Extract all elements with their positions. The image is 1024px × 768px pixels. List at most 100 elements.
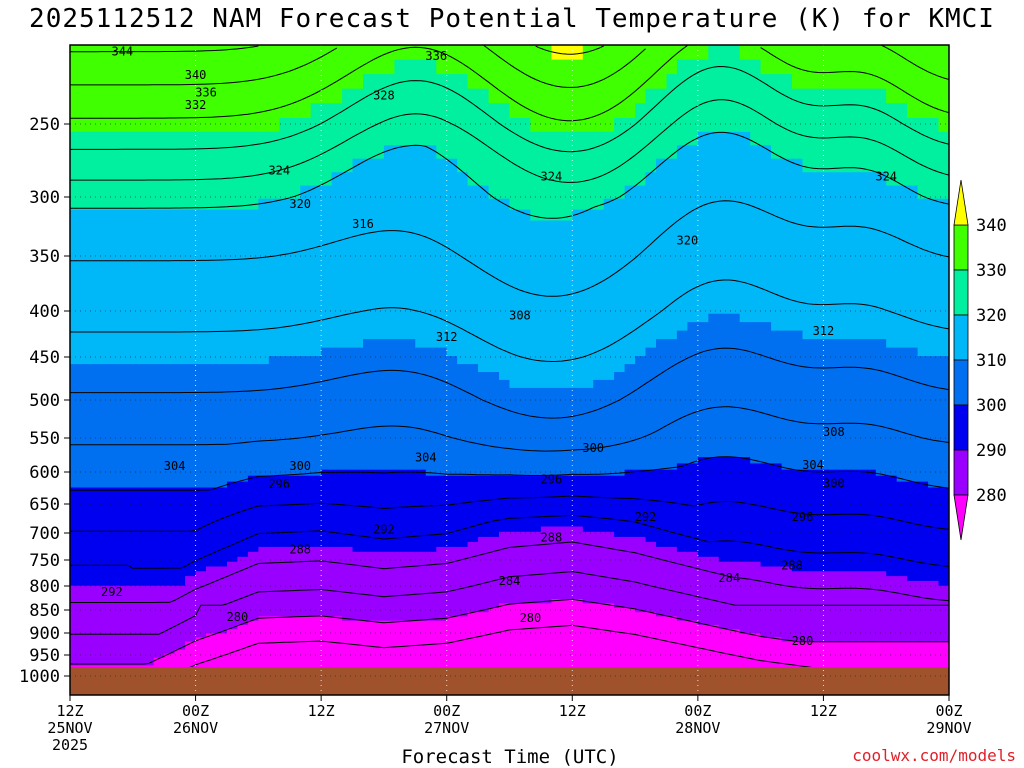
- contour-304: [70, 406, 949, 452]
- contour-label-20: 296: [541, 473, 563, 487]
- contour-328: [70, 65, 949, 153]
- x-tick-label-12-1: 00Z: [182, 702, 209, 720]
- contour-308: [70, 347, 949, 419]
- y-tick-label-450: 450: [29, 348, 60, 368]
- x-tick-label-0-3: 2025: [52, 736, 88, 754]
- contour-label-12: 312: [436, 330, 458, 344]
- x-tick-label-0-1: 12Z: [56, 702, 83, 720]
- contour-296: [70, 495, 949, 532]
- contour-276: [174, 624, 908, 677]
- y-tick-label-850: 850: [29, 601, 60, 621]
- colorbar-label-280: 280: [976, 486, 1007, 506]
- x-tick-label-24-1: 12Z: [308, 702, 335, 720]
- contour-label-15: 304: [164, 459, 186, 473]
- y-tick-label-400: 400: [29, 302, 60, 322]
- contour-label-32: 292: [101, 585, 123, 599]
- y-tick-label-250: 250: [29, 115, 60, 135]
- y-tick-label-500: 500: [29, 391, 60, 411]
- contour-label-31: 284: [718, 571, 740, 585]
- y-tick-label-900: 900: [29, 624, 60, 644]
- chart-title: 2025112512 NAM Forecast Potential Temper…: [29, 4, 995, 34]
- contour-label-11: 320: [677, 234, 699, 248]
- colorbar-label-320: 320: [976, 306, 1007, 326]
- colorbar-label-330: 330: [976, 261, 1007, 281]
- contour-label-24: 308: [823, 425, 845, 439]
- x-tick-label-36-1: 00Z: [433, 702, 460, 720]
- y-axis: 250 300 350 400 450 500 550 600 650 700 750 800 850 9…: [19, 115, 70, 687]
- contour-label-28: 288: [541, 530, 563, 544]
- y-tick-label-800: 800: [29, 577, 60, 597]
- y-tick-label-950: 950: [29, 646, 60, 666]
- contour-label-5: 328: [373, 89, 395, 103]
- contour-316: [70, 200, 949, 297]
- y-tick-label-550: 550: [29, 429, 60, 449]
- x-tick-label-0-2: 25NOV: [47, 719, 92, 737]
- contour-label-16: 304: [415, 451, 437, 465]
- colorbar-band-330: [953, 224, 969, 271]
- contour-label-23: 304: [802, 458, 824, 472]
- colorbar-band-280: [953, 449, 969, 496]
- contour-336: [70, 45, 949, 88]
- contour-324: [70, 99, 949, 183]
- contour-label-10: 324: [875, 170, 897, 184]
- x-tick-label-12-2: 26NOV: [173, 719, 218, 737]
- y-tick-label-650: 650: [29, 495, 60, 515]
- contour-label-3: 332: [185, 98, 207, 112]
- x-tick-label-36-2: 27NOV: [424, 719, 469, 737]
- colorbar-legend: 340 330 320 310 300 290 280: [953, 179, 1007, 541]
- contour-label-21: 292: [373, 523, 395, 537]
- contour-label-2: 336: [195, 85, 217, 99]
- colorbar-extend-top: [953, 179, 969, 226]
- contour-label-8: 316: [352, 217, 374, 231]
- contour-label-14: 312: [813, 324, 835, 338]
- colorbar-extend-bottom: [953, 494, 969, 541]
- contour-320: [70, 131, 949, 219]
- colorbar-label-310: 310: [976, 351, 1007, 371]
- colorbar-band-310: [953, 314, 969, 361]
- contour-label-0: 344: [111, 44, 133, 58]
- contour-label-9: 324: [541, 170, 563, 184]
- contour-lines: [70, 45, 949, 677]
- colorbar-band-320: [953, 269, 969, 316]
- contour-label-13: 308: [509, 309, 531, 323]
- contour-label-4: 336: [425, 49, 447, 63]
- contour-label-27: 288: [289, 543, 311, 557]
- contour-label-35: 280: [792, 634, 814, 648]
- potential-temperature-field: [70, 45, 949, 695]
- contour-280: [70, 598, 949, 665]
- contour-292: [70, 514, 949, 569]
- colorbar-label-340: 340: [976, 216, 1007, 236]
- contour-label-29: 288: [781, 559, 803, 573]
- y-tick-label-700: 700: [29, 524, 60, 544]
- ground-surface: [70, 667, 949, 695]
- contour-288: [70, 541, 949, 603]
- contour-label-17: 300: [289, 459, 311, 473]
- contour-label-1: 340: [185, 68, 207, 82]
- contour-label-33: 280: [227, 610, 249, 624]
- plot-frame: [69, 44, 950, 696]
- contour-300: [70, 456, 949, 491]
- y-tick-label-350: 350: [29, 247, 60, 267]
- contour-label-34: 280: [520, 611, 542, 625]
- x-tick-label-84-2: 29NOV: [926, 719, 971, 737]
- y-tick-label-750: 750: [29, 551, 60, 571]
- y-tick-label-300: 300: [29, 188, 60, 208]
- contour-332: [70, 45, 949, 122]
- contour-label-18: 300: [582, 441, 604, 455]
- contour-label-30: 284: [499, 574, 521, 588]
- y-tick-label-1000: 1000: [19, 667, 60, 687]
- x-tick-label-84-1: 00Z: [935, 702, 962, 720]
- contour-label-22: 292: [635, 510, 657, 524]
- colorbar-band-290: [953, 404, 969, 451]
- source-credit: coolwx.com/models: [852, 746, 1016, 765]
- contour-label-19: 296: [268, 477, 290, 491]
- contour-label-25: 300: [823, 477, 845, 491]
- x-axis-title: Forecast Time (UTC): [401, 746, 619, 768]
- contour-284: [70, 571, 949, 635]
- contour-label-7: 320: [289, 197, 311, 211]
- contour-label-26: 296: [792, 510, 814, 524]
- contour-312: [70, 279, 949, 363]
